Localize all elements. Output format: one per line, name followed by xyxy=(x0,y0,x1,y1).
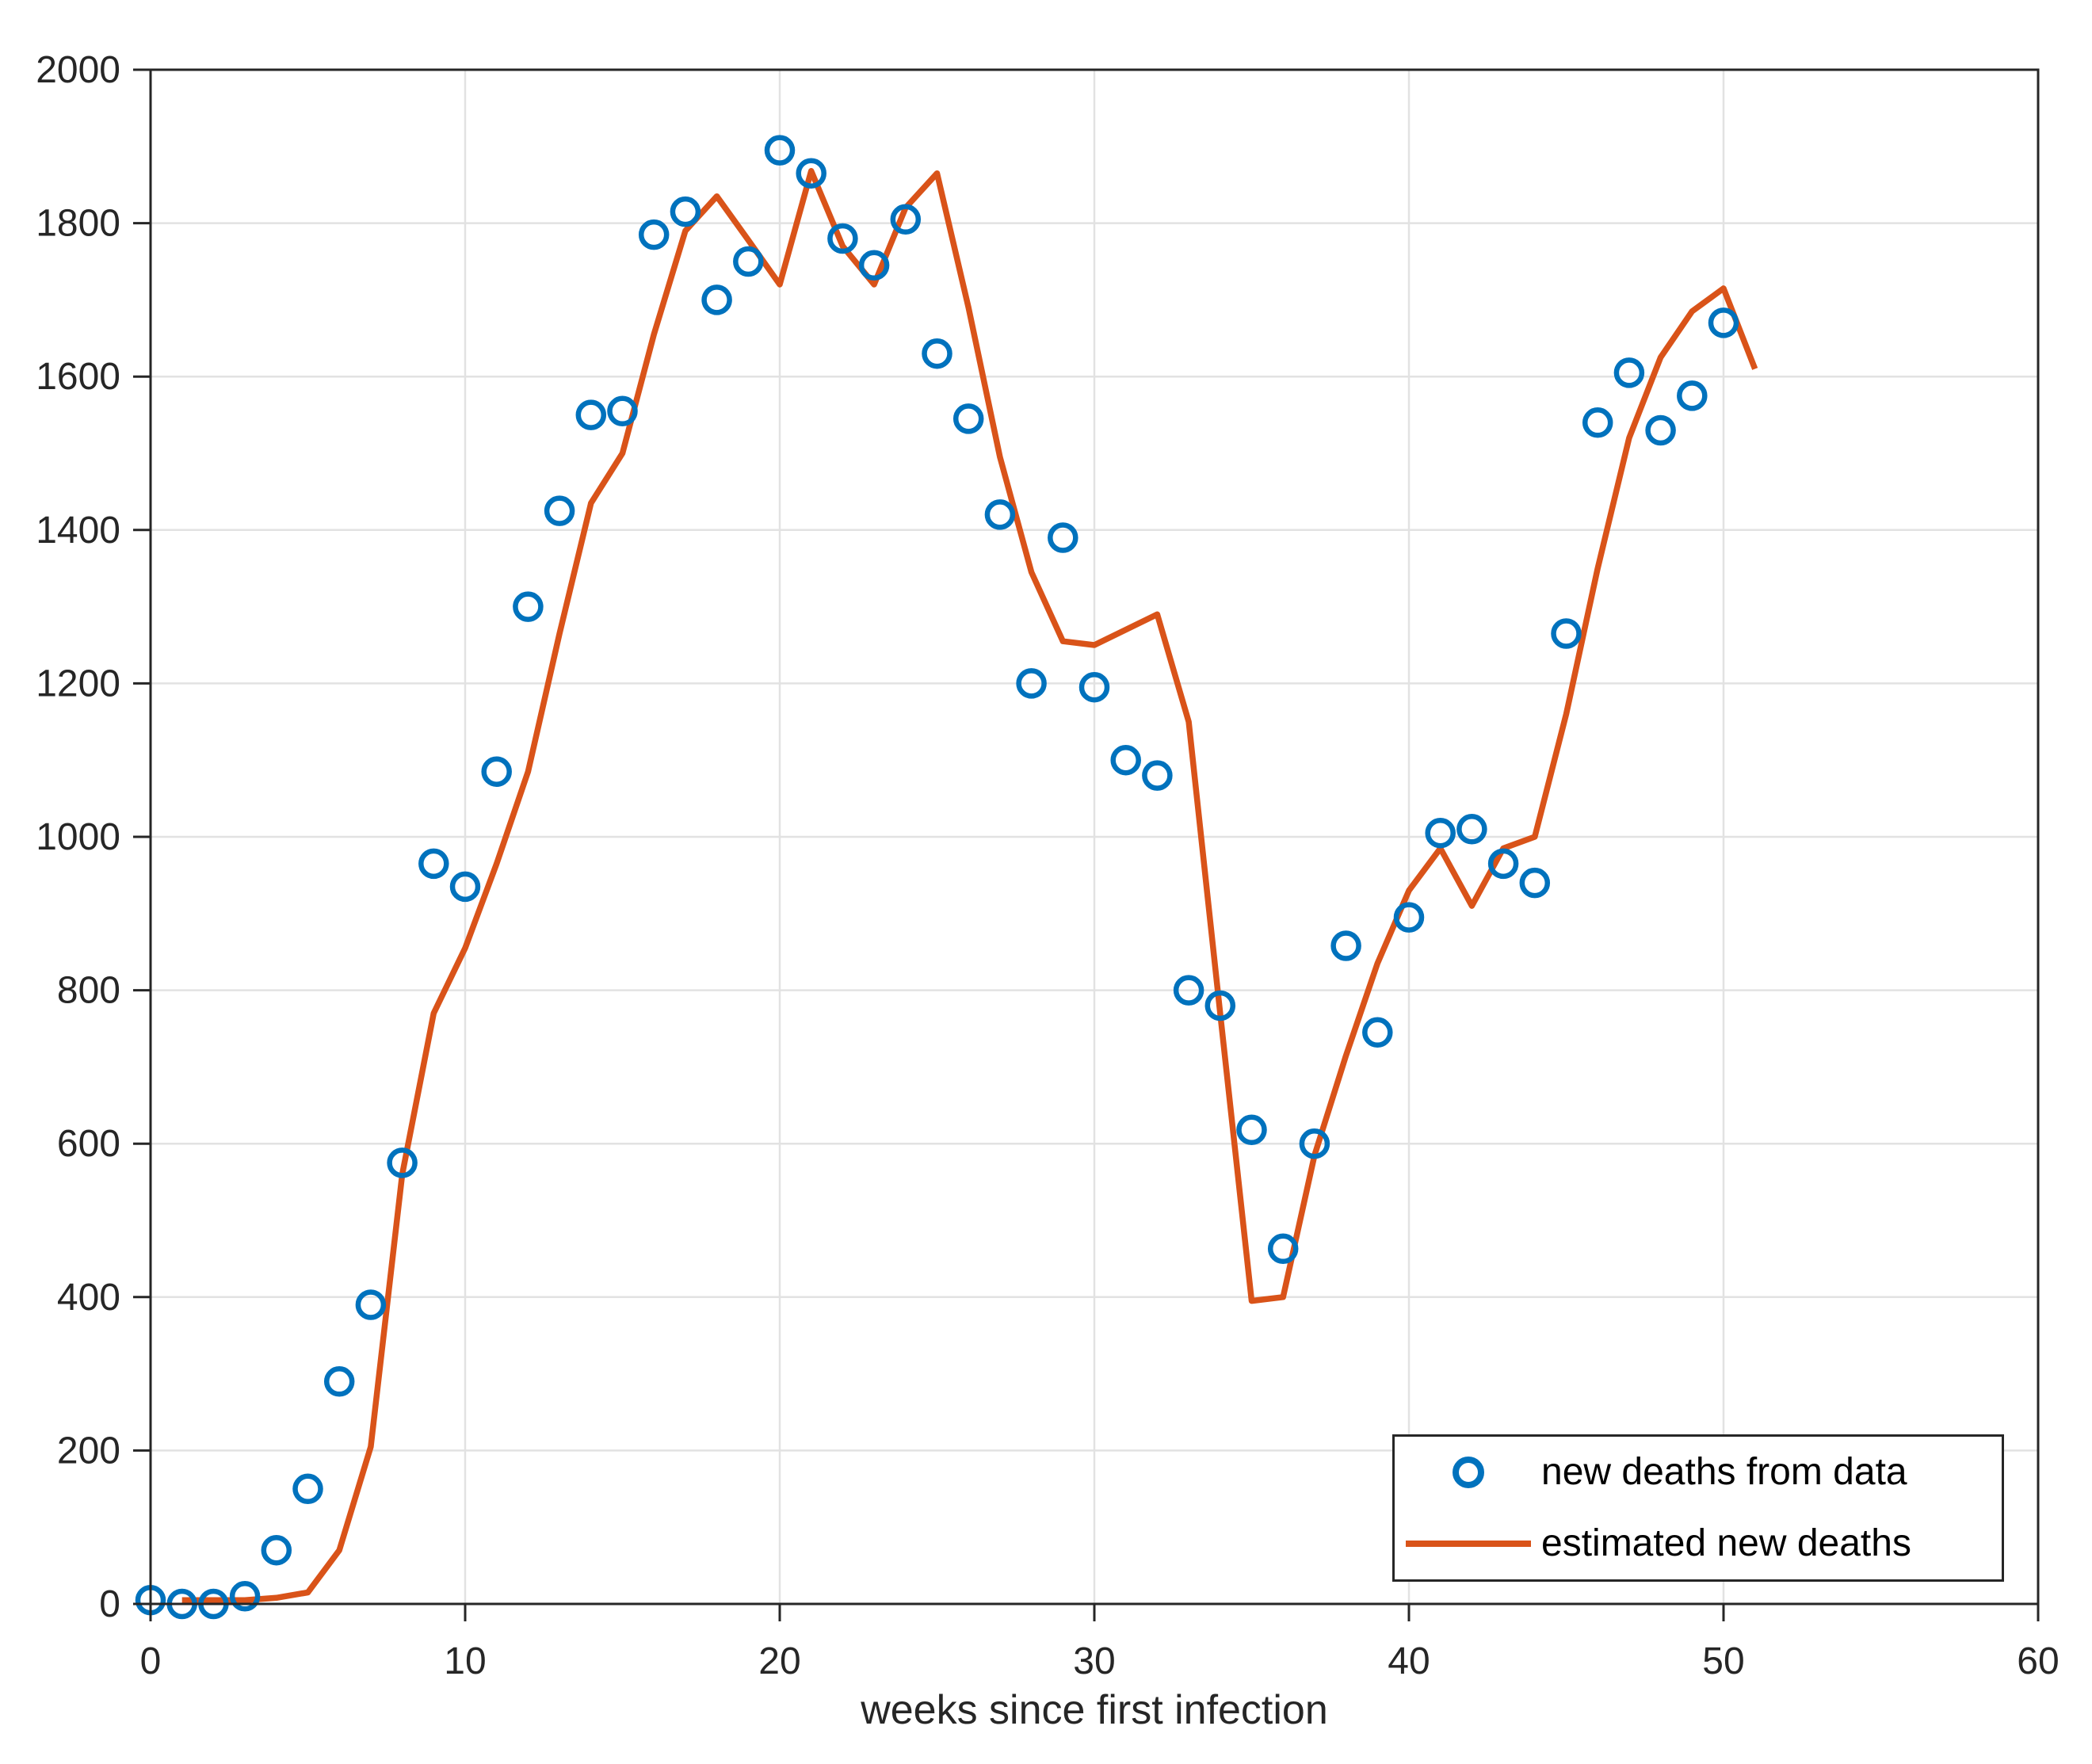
legend-item-data: new deaths from data xyxy=(1395,1437,2002,1508)
data-point-marker xyxy=(1267,1233,1299,1265)
y-tick-label: 2000 xyxy=(36,49,120,91)
data-point-marker xyxy=(418,848,449,880)
y-tick-label: 1000 xyxy=(36,816,120,858)
data-point-marker xyxy=(229,1581,261,1612)
legend-swatch-zone xyxy=(1395,1541,1541,1547)
data-point-marker xyxy=(292,1473,323,1505)
y-tick-labels: 0 200 400 600 800 1000 1200 1400 1600 1800 2000 xyxy=(36,49,120,1625)
x-tick-label: 40 xyxy=(1388,1640,1430,1682)
data-point-marker xyxy=(952,403,984,434)
data-point-marker xyxy=(1393,902,1425,933)
data-point-marker xyxy=(1582,407,1613,438)
data-point-marker xyxy=(701,284,732,315)
y-tick-label: 0 xyxy=(99,1583,120,1625)
legend-item-estimate: estimated new deaths xyxy=(1395,1508,2002,1579)
legend-swatch-zone xyxy=(1395,1457,1541,1488)
x-tick-label: 50 xyxy=(1702,1640,1744,1682)
y-tick-label: 400 xyxy=(57,1277,120,1319)
data-point-marker xyxy=(1645,414,1676,446)
data-point-marker xyxy=(827,223,858,254)
data-point-marker xyxy=(764,135,796,166)
y-tick-label: 1600 xyxy=(36,356,120,398)
data-point-marker xyxy=(1362,1017,1393,1048)
legend-label: estimated new deaths xyxy=(1541,1522,1911,1564)
x-tick-label: 10 xyxy=(444,1640,486,1682)
data-point-marker xyxy=(1142,760,1173,791)
data-point-marker xyxy=(1519,867,1551,899)
data-point-marker xyxy=(858,250,890,281)
data-point-marker xyxy=(890,204,922,235)
data-point-marker xyxy=(481,756,512,787)
legend: new deaths from data estimated new death… xyxy=(1392,1434,2004,1582)
scatter-series-new-deaths-from-data xyxy=(135,135,1739,1620)
x-tick-labels: 0 10 20 30 40 50 60 xyxy=(140,1640,2060,1682)
data-point-marker xyxy=(1299,1128,1330,1159)
line-sample-icon xyxy=(1405,1541,1531,1547)
x-tick-label: 20 xyxy=(758,1640,800,1682)
data-point-marker xyxy=(796,158,826,189)
x-tick-label: 0 xyxy=(140,1640,162,1682)
data-point-marker xyxy=(1110,744,1141,776)
data-point-marker xyxy=(1016,668,1047,699)
axes-box xyxy=(133,68,2040,1621)
data-point-marker xyxy=(1236,1114,1267,1146)
data-point-marker xyxy=(1456,814,1487,845)
data-point-marker xyxy=(1613,357,1645,388)
y-tick-label: 1200 xyxy=(36,662,120,704)
data-point-marker xyxy=(1173,975,1204,1006)
data-point-marker xyxy=(1048,522,1078,553)
data-point-marker xyxy=(1078,671,1110,703)
data-point-marker xyxy=(1487,848,1519,880)
data-point-marker xyxy=(984,499,1016,530)
data-point-marker xyxy=(449,871,481,903)
y-tick-label: 1400 xyxy=(36,510,120,552)
legend-label: new deaths from data xyxy=(1541,1451,1907,1493)
x-tick-label: 30 xyxy=(1073,1640,1115,1682)
data-point-marker xyxy=(922,338,952,369)
data-point-marker xyxy=(638,219,670,250)
y-tick-label: 200 xyxy=(57,1430,120,1472)
line-series-estimated-new-deaths xyxy=(181,168,1758,1603)
data-point-marker xyxy=(670,196,701,227)
data-point-marker xyxy=(1551,618,1582,649)
data-point-marker xyxy=(323,1366,355,1397)
y-tick-label: 800 xyxy=(57,970,120,1012)
y-tick-label: 1800 xyxy=(36,203,120,245)
gridlines xyxy=(151,68,2038,1604)
data-point-marker xyxy=(733,246,764,277)
scatter-marker-icon xyxy=(1452,1457,1484,1488)
data-point-marker xyxy=(1677,380,1708,411)
data-point-marker xyxy=(355,1289,387,1320)
data-point-marker xyxy=(575,399,607,430)
data-point-marker xyxy=(1425,817,1456,849)
data-point-marker xyxy=(1708,307,1739,338)
data-point-marker xyxy=(387,1147,418,1178)
x-tick-label: 60 xyxy=(2017,1640,2059,1682)
y-tick-label: 600 xyxy=(57,1123,120,1165)
data-point-marker xyxy=(1330,930,1361,961)
data-point-marker xyxy=(607,395,638,427)
data-point-marker xyxy=(1204,990,1236,1021)
data-point-marker xyxy=(261,1534,292,1566)
data-point-marker xyxy=(544,495,575,526)
data-point-marker xyxy=(513,591,544,622)
